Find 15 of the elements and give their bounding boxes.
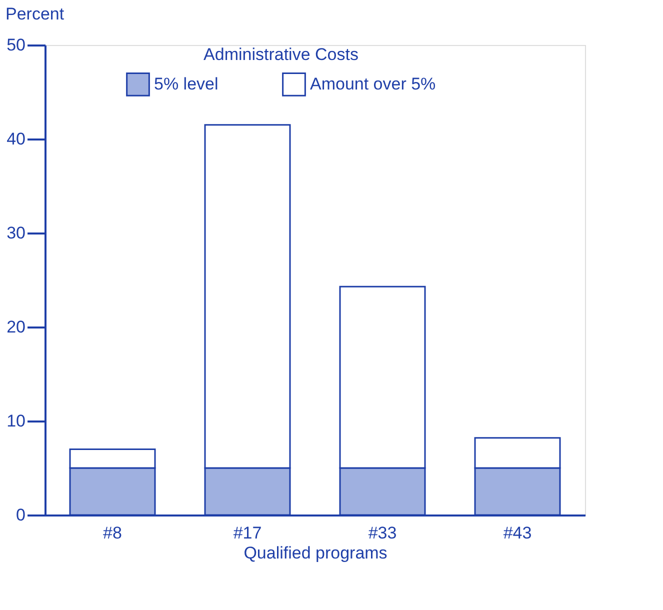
x-tick-label: #17 xyxy=(233,524,262,542)
y-axis-title: Percent xyxy=(6,4,64,24)
legend-label: 5% level xyxy=(154,74,218,94)
x-axis-title: Qualified programs xyxy=(244,544,388,562)
y-tick-label: 0 xyxy=(16,506,26,524)
y-tick-label: 10 xyxy=(6,412,26,430)
y-tick-label: 40 xyxy=(6,130,26,148)
legend-label: Amount over 5% xyxy=(310,74,436,94)
y-tick-label: 50 xyxy=(6,36,26,54)
x-tick-label: #33 xyxy=(368,524,397,542)
y-tick-label: 30 xyxy=(6,224,26,242)
x-tick-label: #43 xyxy=(503,524,532,542)
legend-title: Administrative Costs xyxy=(204,45,358,64)
x-tick-label: #8 xyxy=(103,524,122,542)
y-tick-label: 20 xyxy=(6,318,26,336)
